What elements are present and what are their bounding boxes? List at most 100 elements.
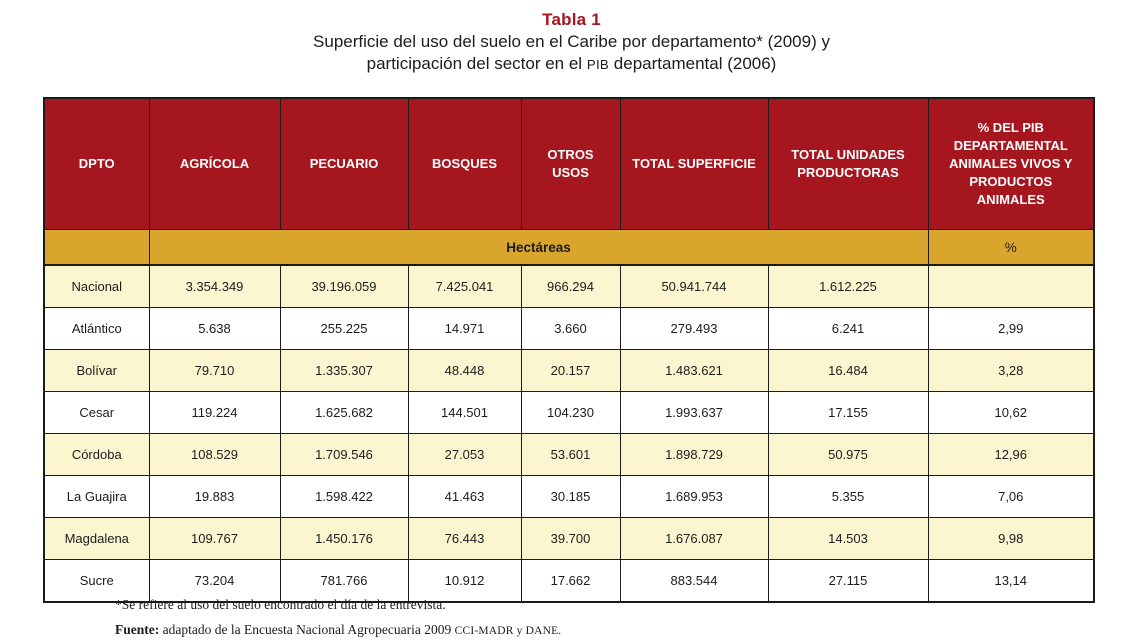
table-cell: 39.700 — [520, 517, 621, 560]
column-header-pct-pib: % DEL PIB DEPARTAMENTAL ANIMALES VIVOS Y… — [927, 97, 1095, 230]
table-cell: 17.155 — [767, 391, 929, 434]
table-cell: 781.766 — [279, 559, 409, 603]
table-row-nacional: Nacional 3.354.349 39.196.059 7.425.041 … — [43, 264, 1095, 308]
table-cell: 1.898.729 — [619, 433, 769, 476]
table-cell: 7,06 — [927, 475, 1095, 518]
footnote-asterisk: *Se refiere al uso del suelo encontrado … — [115, 597, 446, 612]
table-row-cesar: Cesar 119.224 1.625.682 144.501 104.230 … — [43, 391, 1095, 434]
table-cell: 109.767 — [148, 517, 281, 560]
table-cell: 1.689.953 — [619, 475, 769, 518]
table-cell: 16.484 — [767, 349, 929, 392]
column-header-total-unidades: TOTAL UNIDADES PRODUCTORAS — [767, 97, 929, 230]
table-cell: 48.448 — [407, 349, 522, 392]
table-cell: 50.975 — [767, 433, 929, 476]
table-cell: 79.710 — [148, 349, 281, 392]
table-cell: 73.204 — [148, 559, 281, 603]
table-cell: 10,62 — [927, 391, 1095, 434]
table-cell: 1.335.307 — [279, 349, 409, 392]
table-cell: 119.224 — [148, 391, 281, 434]
column-header-dpto: DPTO — [43, 97, 150, 230]
table-cell: 1.612.225 — [767, 264, 929, 308]
table-row-atlantico: Atlántico 5.638 255.225 14.971 3.660 279… — [43, 307, 1095, 350]
table-row-la-guajira: La Guajira 19.883 1.598.422 41.463 30.18… — [43, 475, 1095, 518]
column-header-bosques: BOSQUES — [407, 97, 522, 230]
table-title: Tabla 1 — [542, 10, 601, 29]
table-row-cordoba: Córdoba 108.529 1.709.546 27.053 53.601 … — [43, 433, 1095, 476]
table-cell: 966.294 — [520, 264, 621, 308]
table-cell: 13,14 — [927, 559, 1095, 603]
source-text: adaptado de la Encuesta Nacional Agropec… — [159, 622, 455, 637]
unit-cell-percent: % — [927, 229, 1095, 266]
table-cell: 19.883 — [148, 475, 281, 518]
table-cell: 30.185 — [520, 475, 621, 518]
footnotes: *Se refiere al uso del suelo encontrado … — [115, 597, 561, 638]
unit-cell-hectareas: Hectáreas — [148, 229, 929, 266]
table-cell: 6.241 — [767, 307, 929, 350]
table-cell: 104.230 — [520, 391, 621, 434]
table-cell: 2,99 — [927, 307, 1095, 350]
table-cell: 1.676.087 — [619, 517, 769, 560]
table-cell: 39.196.059 — [279, 264, 409, 308]
table-header-row: DPTO AGRÍCOLA PECUARIO BOSQUES OTROS USO… — [43, 97, 1095, 230]
row-header-dpto: Cesar — [43, 391, 150, 434]
table-cell: 14.503 — [767, 517, 929, 560]
row-header-dpto: La Guajira — [43, 475, 150, 518]
source-label: Fuente: — [115, 622, 160, 637]
table-cell: 50.941.744 — [619, 264, 769, 308]
table-cell: 27.115 — [767, 559, 929, 603]
table-cell: 1.625.682 — [279, 391, 409, 434]
column-header-pecuario: PECUARIO — [279, 97, 409, 230]
table-cell: 279.493 — [619, 307, 769, 350]
column-header-agricola: AGRÍCOLA — [148, 97, 281, 230]
subtitle-line-2-pre: participación del sector en el — [366, 54, 587, 73]
subtitle-line-2-post: departamental (2006) — [609, 54, 777, 73]
table-cell: 883.544 — [619, 559, 769, 603]
row-header-dpto: Nacional — [43, 264, 150, 308]
table-cell: 53.601 — [520, 433, 621, 476]
table-cell: 41.463 — [407, 475, 522, 518]
column-header-otros-usos: OTROS USOS — [520, 97, 621, 230]
table-cell: 12,96 — [927, 433, 1095, 476]
row-header-dpto: Córdoba — [43, 433, 150, 476]
land-use-table: DPTO AGRÍCOLA PECUARIO BOSQUES OTROS USO… — [43, 97, 1095, 603]
subtitle-line-1: Superficie del uso del suelo en el Carib… — [313, 32, 830, 51]
table-cell: 1.598.422 — [279, 475, 409, 518]
table-row-bolivar: Bolívar 79.710 1.335.307 48.448 20.157 1… — [43, 349, 1095, 392]
table-cell: 144.501 — [407, 391, 522, 434]
title-block: Tabla 1 Superficie del uso del suelo en … — [0, 0, 1143, 76]
table-cell: 1.450.176 — [279, 517, 409, 560]
table-row-sucre: Sucre 73.204 781.766 10.912 17.662 883.5… — [43, 559, 1095, 603]
table-cell: 7.425.041 — [407, 264, 522, 308]
row-header-dpto: Bolívar — [43, 349, 150, 392]
unit-cell-empty — [43, 229, 150, 266]
unit-row: Hectáreas % — [43, 229, 1095, 266]
row-header-dpto: Sucre — [43, 559, 150, 603]
subtitle-pib-smallcaps: PIB — [586, 57, 610, 72]
footnote-source: Fuente: adaptado de la Encuesta Nacional… — [115, 622, 561, 638]
table-cell: 1.709.546 — [279, 433, 409, 476]
table-cell: 5.355 — [767, 475, 929, 518]
subtitle-line-2: participación del sector en el PIB depar… — [0, 53, 1143, 76]
source-smallcaps: CCI-MADR y DANE. — [454, 625, 562, 637]
table-cell: 108.529 — [148, 433, 281, 476]
table-cell: 27.053 — [407, 433, 522, 476]
table-cell: 255.225 — [279, 307, 409, 350]
table-cell: 20.157 — [520, 349, 621, 392]
table-cell: 10.912 — [407, 559, 522, 603]
row-header-dpto: Magdalena — [43, 517, 150, 560]
table-cell: 14.971 — [407, 307, 522, 350]
column-header-total-superficie: TOTAL SUPERFICIE — [619, 97, 769, 230]
table-cell: 9,98 — [927, 517, 1095, 560]
table-cell: 3.354.349 — [148, 264, 281, 308]
table-row-magdalena: Magdalena 109.767 1.450.176 76.443 39.70… — [43, 517, 1095, 560]
table-cell: 3,28 — [927, 349, 1095, 392]
table-cell: 1.483.621 — [619, 349, 769, 392]
table-cell: 3.660 — [520, 307, 621, 350]
table-cell — [927, 264, 1095, 308]
table-cell: 17.662 — [520, 559, 621, 603]
table-cell: 76.443 — [407, 517, 522, 560]
table-cell: 5.638 — [148, 307, 281, 350]
table-cell: 1.993.637 — [619, 391, 769, 434]
row-header-dpto: Atlántico — [43, 307, 150, 350]
